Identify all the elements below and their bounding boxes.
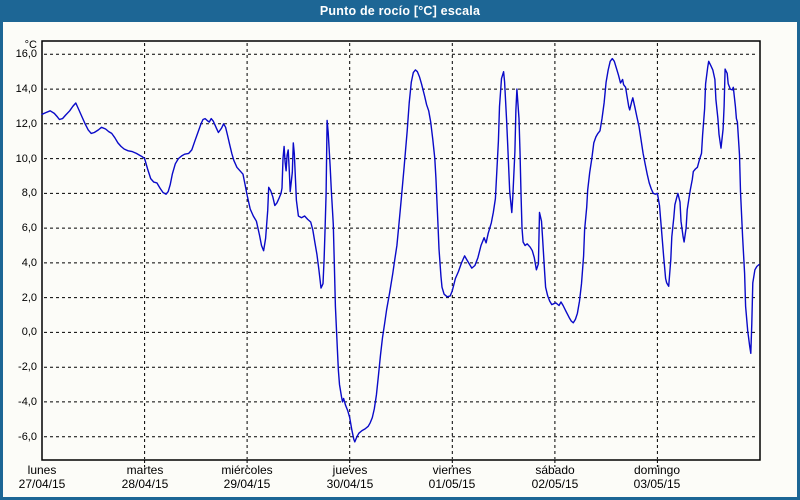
x-axis-day-label: lunes 27/04/15 — [0, 463, 94, 491]
y-tick-label: -2,0 — [18, 361, 37, 373]
day-date: 28/04/15 — [121, 477, 169, 491]
day-name: sábado — [535, 463, 575, 477]
day-name: martes — [126, 463, 164, 477]
x-axis-day-label: viernes 01/05/15 — [400, 463, 504, 491]
y-tick-label: 12,0 — [15, 118, 37, 130]
day-date: 30/04/15 — [326, 477, 374, 491]
day-date: 03/05/15 — [633, 477, 681, 491]
day-date: 02/05/15 — [531, 477, 579, 491]
day-date: 27/04/15 — [18, 477, 66, 491]
y-axis-unit-label: °C — [24, 39, 37, 51]
day-date: 01/05/15 — [428, 477, 476, 491]
window-border-right — [797, 22, 800, 500]
y-tick-label: -6,0 — [18, 431, 37, 443]
x-axis-day-label: domingo 03/05/15 — [605, 463, 709, 491]
dewpoint-line — [41, 57, 760, 443]
day-name: lunes — [27, 463, 57, 477]
y-tick-label: 2,0 — [21, 292, 37, 304]
y-tick-label: 0,0 — [21, 326, 37, 338]
day-name: domingo — [633, 463, 681, 477]
window-border-bottom — [0, 497, 800, 500]
title-bar: Punto de rocío [°C] escala — [0, 0, 800, 22]
x-axis-day-label: sábado 02/05/15 — [503, 463, 607, 491]
day-name: viernes — [432, 463, 472, 477]
day-date: 29/04/15 — [223, 477, 271, 491]
plot-border — [41, 40, 761, 461]
day-name: jueves — [332, 463, 368, 477]
y-tick-label: 14,0 — [15, 83, 37, 95]
y-tick-label: 4,0 — [21, 257, 37, 269]
window-border-left — [0, 22, 3, 500]
y-tick-label: -4,0 — [18, 396, 37, 408]
y-tick-label: 16,0 — [15, 48, 37, 60]
y-tick-label: 6,0 — [21, 222, 37, 234]
day-name: miércoles — [221, 463, 273, 477]
y-tick-label: 8,0 — [21, 187, 37, 199]
x-axis-day-label: miércoles 29/04/15 — [195, 463, 299, 491]
window-title: Punto de rocío [°C] escala — [319, 4, 481, 18]
y-tick-label: 10,0 — [15, 153, 37, 165]
x-axis-day-label: martes 28/04/15 — [93, 463, 197, 491]
x-axis-day-label: jueves 30/04/15 — [298, 463, 402, 491]
